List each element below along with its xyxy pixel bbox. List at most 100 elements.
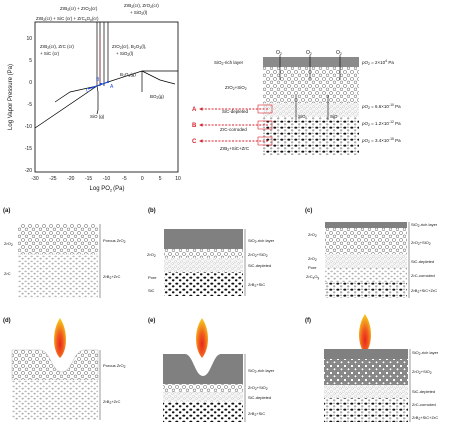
y-tick: -20: [25, 168, 32, 174]
label-sio-g: SiO (g): [90, 114, 105, 119]
x-tick: -10: [103, 176, 110, 182]
porous-label: Porous ZrO2: [103, 238, 126, 244]
bulk-layer: [164, 272, 243, 296]
bulk-label: ZrB2+SiC: [248, 411, 265, 417]
depleted-label: SiC-depleted: [412, 389, 435, 394]
bulk-layer: [325, 282, 407, 298]
x-tick: -15: [85, 176, 92, 182]
y-tick: -10: [25, 124, 32, 130]
bulk-label: ZrB2+ZrC: [103, 399, 120, 405]
label-zrb2-zro2-sio2-line1: ZrB2(cr), ZrO2(cr): [124, 3, 159, 9]
o2-label-1: O2: [276, 50, 282, 56]
y-axis-label: Log Vapor Pressure (Pa): [8, 64, 14, 130]
zro2-sio2-layer: [325, 228, 407, 254]
panel-d-tag: (d): [3, 318, 11, 324]
zro2-sio2-label: ZrO2+SiO2: [225, 85, 247, 91]
arrow-a-label: A: [192, 107, 197, 113]
region-mid-line1: ZrO2(cr), B2O3(l),: [112, 44, 146, 50]
y-tick: 10: [26, 36, 32, 42]
zrc-corroded-layer: [325, 268, 407, 282]
sic-depleted-layer: [163, 392, 243, 402]
silica-layer: [325, 222, 407, 228]
silica-layer: [324, 349, 408, 359]
silica-layer: [163, 354, 243, 384]
zro2-sio2-layer: [324, 359, 408, 385]
mix-label: ZrO2+SiO2: [411, 240, 431, 246]
plot-frame: [34, 21, 179, 173]
x-tick: -30: [31, 176, 38, 182]
point-a-marker: [106, 80, 110, 84]
zro2-sio2-layer: [263, 67, 359, 103]
corroded-label: ZrC-corroded: [411, 273, 435, 278]
pore-label: Pore: [308, 265, 317, 270]
arrow-c-label: C: [192, 139, 197, 145]
panel-c: (c) ZrO2 ZrO2 Pore ZrCxOy SiO2-rich laye…: [305, 208, 438, 298]
label-bo2-g: BO2(g): [150, 94, 164, 100]
sic-label: SiC: [148, 288, 155, 293]
silica-label: SiO2-rich layer: [248, 368, 275, 374]
bulk-layer: [324, 410, 408, 422]
sic-depleted-label: SiC-depleted: [222, 109, 249, 114]
zrc-label: ZrC: [4, 271, 11, 276]
sio-arrows: [295, 95, 329, 120]
flame-icon: [196, 318, 208, 358]
o2-arrows: [279, 55, 341, 80]
porous-label: Porous ZrO2: [103, 363, 126, 369]
label-zrb2-zro2: ZrB2(cr) + ZrO2(cr): [60, 6, 98, 12]
layer-labels: SiO2-rich layer ZrO2+SiO2 SiC-depleted Z…: [214, 60, 250, 152]
silica-layer: [164, 229, 243, 249]
label-zrb2-sic-zrcxoy: ZrB2(cr) + SiC (cr) + ZrCxOy(cr): [36, 16, 99, 22]
phase-diagram: -30 -25 -20 -15 -10 -5 0 5 10 10 5 0 -5 …: [8, 3, 181, 193]
x-tick: 5: [159, 176, 162, 182]
point-b-label: B: [96, 77, 100, 83]
sic-depleted-layer: [325, 254, 407, 268]
x-tick: 0: [141, 176, 144, 182]
bulk-layer: [263, 131, 359, 155]
interface-marks: [257, 104, 273, 146]
bulk-label: ZrB2+SiC: [248, 282, 265, 288]
panel-d: (d) Porous ZrO2 ZrB2+ZrC: [3, 318, 126, 420]
po2-value-2: pO2 = 6.6×10-10 Pa: [361, 103, 401, 110]
po2-value-1: pO2 = 2×104 Pa: [361, 59, 394, 66]
x-tick: -5: [122, 176, 127, 182]
x-tick: -25: [49, 176, 56, 182]
silica-layer-label: SiO2-rich layer: [214, 60, 244, 66]
label-b2o3-g: B2O3(g): [120, 72, 136, 78]
interface-arrows: [199, 107, 268, 143]
sio-label-2: SiO: [330, 114, 338, 119]
zrb2-zrc-bulk: [18, 254, 98, 298]
point-a-label: A: [110, 84, 114, 90]
panel-b-tag: (b): [148, 208, 156, 214]
o2-label-2: O2: [306, 50, 312, 56]
depleted-label: SiC-depleted: [411, 259, 434, 264]
y-tick: 0: [29, 80, 32, 86]
cross-section-diagram: O2 O2 O2 SiO SiO SiO2-rich layer ZrO2+Si…: [192, 50, 401, 155]
zro2-label-a: ZrO2: [308, 232, 317, 238]
porous-zro2-layer: [11, 349, 99, 381]
blue-path: [87, 81, 109, 90]
zrb2-zrc-bulk: [12, 380, 98, 420]
po2-value-4: pO2 = 3.4×10-15 Pa: [361, 137, 401, 144]
silica-label: SiO2-rich layer: [411, 222, 438, 228]
y-tick-labels: 10 5 0 -5 -10 -15 -20: [25, 36, 32, 174]
zro2-label-b: ZrO2: [308, 256, 317, 262]
zrc-corroded-label: ZrC-corroded: [220, 127, 247, 132]
corroded-label: ZrC-corroded: [412, 402, 436, 407]
panel-a-tag: (a): [3, 208, 10, 214]
flame-icon: [54, 318, 66, 358]
sic-depleted-layer: [324, 385, 408, 398]
bulk-label: ZrB2+SiC+ZrC: [411, 288, 437, 294]
panel-b: (b) ZrO2 Pore SiC SiO2-rich layer ZrO2+S…: [147, 208, 275, 296]
zro2-sio2-layer: [164, 249, 243, 258]
bulk-layer: [163, 402, 243, 422]
zro2-sio2-layer: [163, 384, 243, 392]
mix-label: ZrO2+SiO2: [248, 385, 268, 391]
silica-label: SiO2-rich layer: [248, 238, 275, 244]
x-axis-label: Log PO2(Pa): [90, 186, 125, 193]
panel-c-tag: (c): [305, 208, 312, 214]
flame-icon: [359, 314, 371, 354]
y-tick: 5: [29, 58, 32, 64]
mix-label: ZrO2+SiO2: [248, 252, 268, 258]
x-tick: -20: [67, 176, 74, 182]
